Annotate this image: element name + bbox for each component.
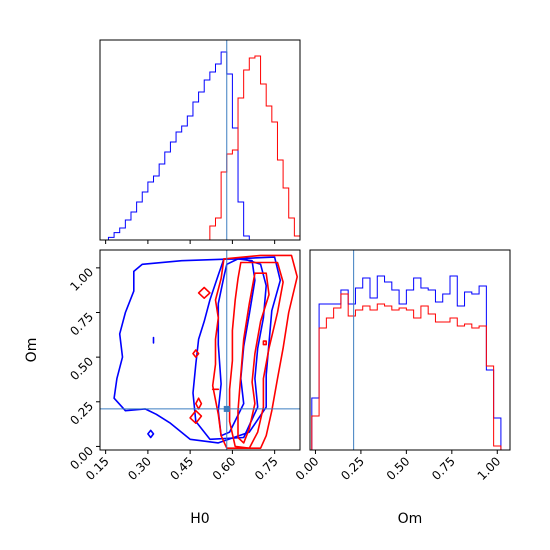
om-axis-tick-label: 0.25 <box>338 454 367 483</box>
om-axis-tick-label: 0.00 <box>293 454 322 483</box>
contour-series-2-level-6 <box>192 349 200 358</box>
contour-series-1-level-3 <box>113 256 282 444</box>
om-axis-tick-label: 1.00 <box>475 454 504 483</box>
h0-om-contour-panel: 0.15 0.30 0.45 0.60 0.750.000.250.500.751.00 <box>67 249 301 483</box>
om-histogram-series-1 <box>311 275 502 450</box>
h0-marginal-panel <box>99 39 301 244</box>
contour-series-2-level-8 <box>189 409 203 424</box>
om-axis-tick-label: 0.50 <box>67 354 96 383</box>
om-marginal-frame <box>309 249 511 451</box>
contour-series-2-level-5 <box>195 397 203 410</box>
om-axis-tick-label: 0.50 <box>384 454 413 483</box>
h0-histogram-series-1 <box>107 51 250 240</box>
joint-frame <box>99 249 301 451</box>
truth-point-marker <box>223 405 230 412</box>
contour-series-1-level-5 <box>147 429 155 439</box>
h0-axis-tick-label: 0.45 <box>167 454 196 483</box>
contour-series-2-level-4 <box>211 254 298 449</box>
x-axis-label-h0: H0 <box>190 511 209 527</box>
contour-series-1-level-1 <box>217 258 256 437</box>
h0-axis-tick-label: 0.60 <box>210 454 239 483</box>
om-axis-tick-label: 1.00 <box>67 265 96 294</box>
contour-series-2-level-1 <box>262 340 267 346</box>
contour-group <box>113 254 298 449</box>
contour-series-2-level-7 <box>197 286 211 299</box>
om-axis-tick-label: 0.25 <box>67 399 96 428</box>
om-axis-tick-label: 0.75 <box>67 310 96 339</box>
x-axis-label-om: Om <box>398 511 423 527</box>
om-histogram-series-2 <box>311 293 502 450</box>
om-histogram-group <box>311 275 502 450</box>
h0-axis-tick-label: 0.30 <box>125 454 154 483</box>
h0-histogram-series-2 <box>209 55 301 240</box>
h0-marginal-frame <box>99 39 301 241</box>
y-axis-label-om: Om <box>24 338 40 363</box>
h0-axis-tick-label: 0.75 <box>252 454 281 483</box>
om-axis-tick-label: 0.75 <box>429 454 458 483</box>
om-marginal-panel: 0.00 0.25 0.50 0.75 1.00 <box>293 249 511 483</box>
contour-series-2-level-2 <box>237 272 270 444</box>
